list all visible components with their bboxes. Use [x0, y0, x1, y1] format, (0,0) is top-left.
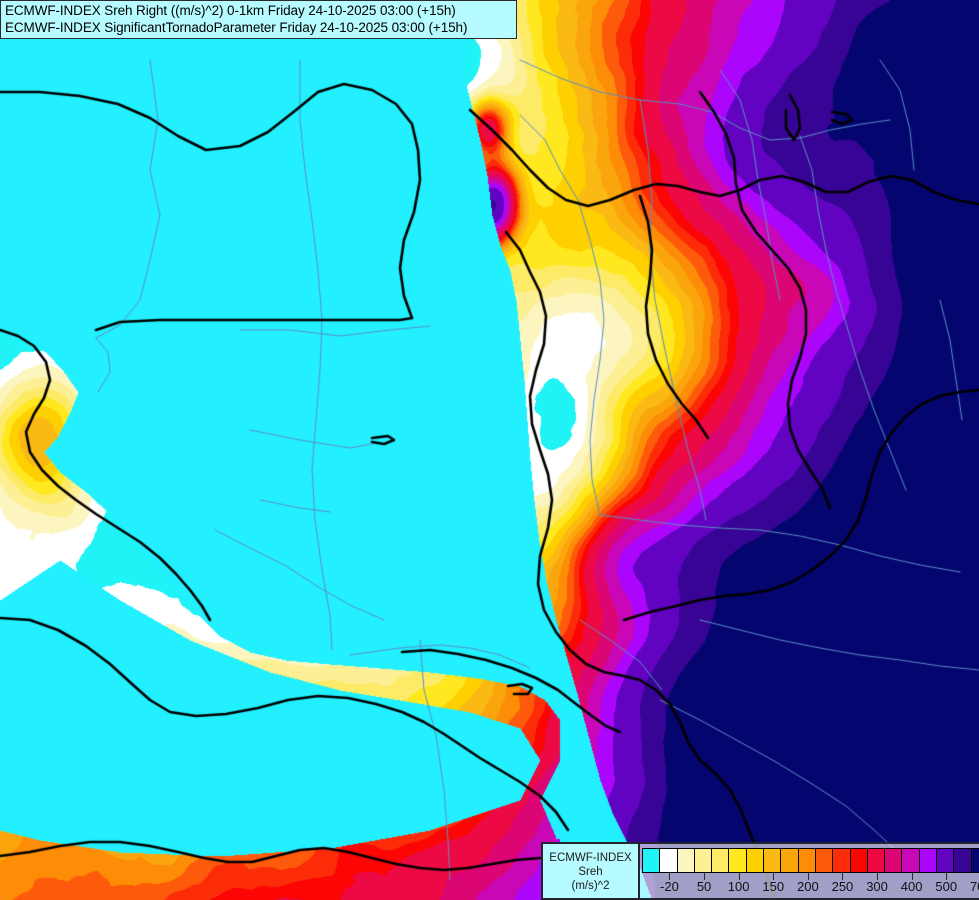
colorbar-swatch [815, 849, 834, 872]
colorbar-swatch [885, 849, 903, 872]
colorbar-tick-label: 400 [900, 879, 923, 894]
colorbar-tick-label: 500 [935, 879, 958, 894]
colorbar-swatch [694, 849, 713, 872]
colorbar-swatch [902, 849, 920, 872]
colorbar-tick-mark [807, 873, 809, 880]
legend-units-label: (m/s)^2 [571, 879, 610, 892]
colorbar-tick-mark [911, 873, 913, 880]
colorbar-tick-mark [704, 873, 706, 880]
legend-parameter-label: Sreh [578, 865, 603, 878]
colorbar-swatch [764, 849, 782, 872]
chart-title-line-2: ECMWF-INDEX SignificantTornadoParameter … [5, 20, 468, 35]
colorbar-swatch [729, 849, 747, 872]
colorbar-tick-label: 700 [969, 879, 979, 894]
legend-scale-area: -20 50 100 150 200 250 300 400 500 700 [640, 844, 979, 898]
colorbar-swatch [867, 849, 886, 872]
colorbar-tick-label: 200 [796, 879, 819, 894]
colorbar-tick-label: 250 [831, 879, 854, 894]
colorbar-tick-label: 300 [866, 879, 888, 894]
colorbar-tick-label: 50 [696, 879, 712, 894]
colorbar-swatch [850, 849, 868, 872]
colorbar-swatch-row[interactable] [642, 848, 979, 873]
colorbar-swatch [781, 849, 799, 872]
colorbar-swatch [643, 849, 661, 872]
colorbar-tick-mark [877, 873, 879, 880]
colorbar-swatch [954, 849, 972, 872]
colorbar-swatch [660, 849, 678, 872]
colorbar-tick-label: 150 [762, 879, 785, 894]
chart-title-line-1: ECMWF-INDEX Sreh Right ((m/s)^2) 0-1km F… [5, 3, 456, 18]
colorbar-tick-row: -20 50 100 150 200 250 300 400 500 700 [640, 873, 979, 899]
colorbar-swatch [833, 849, 851, 872]
chart-title-box: ECMWF-INDEX Sreh Right ((m/s)^2) 0-1km F… [0, 0, 517, 39]
colorbar-swatch [712, 849, 730, 872]
colorbar-tick-label: 100 [727, 879, 750, 894]
colorbar-swatch [971, 849, 979, 872]
colorbar-tick-mark [773, 873, 775, 880]
colorbar-swatch [919, 849, 938, 872]
colorbar-swatch [677, 849, 695, 872]
colorbar-swatch [746, 849, 765, 872]
colorbar-swatch [798, 849, 816, 872]
colorbar-swatch [937, 849, 955, 872]
colorbar-tick-mark [946, 873, 948, 880]
colorbar-tick-mark [669, 873, 671, 880]
colorbar-tick-label: -20 [660, 879, 679, 894]
legend-label-box: ECMWF-INDEX Sreh (m/s)^2 [543, 844, 640, 898]
legend-model-label: ECMWF-INDEX [549, 851, 632, 864]
colorbar-legend-panel: ECMWF-INDEX Sreh (m/s)^2 -20 50 100 150 200 2… [541, 842, 979, 900]
colorbar-tick-mark [842, 873, 844, 880]
colorbar-tick-mark [738, 873, 740, 880]
